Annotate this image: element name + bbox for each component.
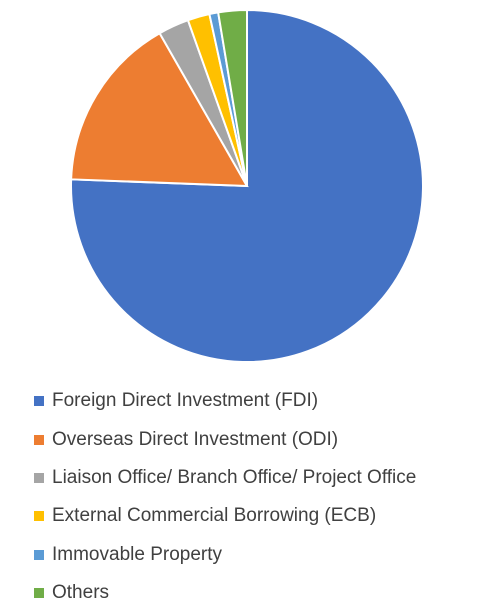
legend-label: Immovable Property	[52, 543, 223, 565]
legend-label: External Commercial Borrowing (ECB)	[52, 505, 377, 527]
legend-label: Overseas Direct Investment (ODI)	[52, 428, 339, 450]
legend-swatch	[34, 588, 44, 599]
legend-swatch	[34, 511, 44, 522]
legend-label: Others	[52, 582, 110, 604]
pie-slice-6	[216, 8, 248, 187]
legend-swatch	[34, 549, 44, 560]
legend: Foreign Direct Investment (FDI) Overseas…	[34, 382, 416, 612]
pie-chart	[70, 8, 424, 363]
legend-item: Immovable Property	[34, 536, 416, 574]
legend-swatch	[34, 472, 44, 483]
legend-swatch	[34, 396, 44, 407]
legend-item: Foreign Direct Investment (FDI)	[34, 382, 416, 420]
legend-swatch	[34, 434, 44, 445]
legend-item: External Commercial Borrowing (ECB)	[34, 497, 416, 535]
legend-item: Others	[34, 574, 416, 612]
legend-item: Liaison Office/ Branch Office/ Project O…	[34, 459, 416, 497]
legend-item: Overseas Direct Investment (ODI)	[34, 420, 416, 458]
pie-slice-2	[70, 31, 249, 188]
legend-label: Liaison Office/ Branch Office/ Project O…	[52, 466, 417, 488]
legend-label: Foreign Direct Investment (FDI)	[52, 390, 319, 412]
